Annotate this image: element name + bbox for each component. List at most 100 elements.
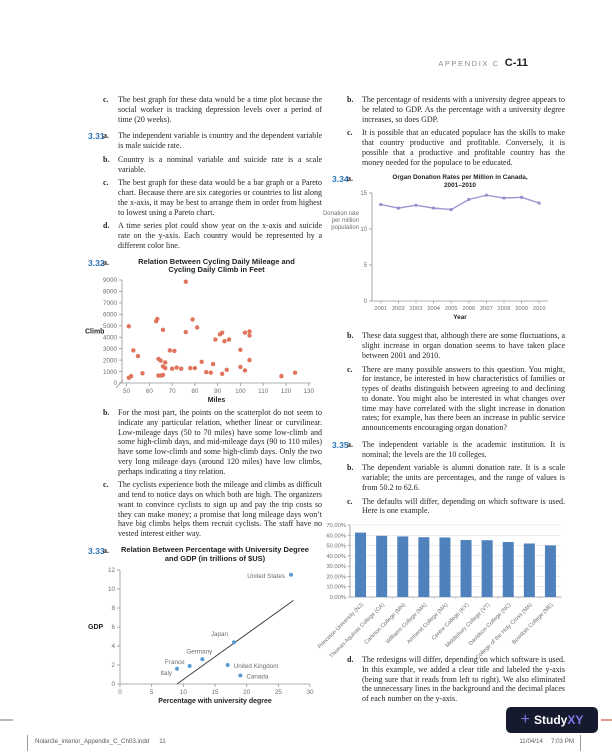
answer-item: c. The best graph for these data would be… [103,178,322,217]
right-column: b. The percentage of residents with a uni… [317,95,565,711]
svg-text:Carleton College (MN): Carleton College (MN) [364,602,408,646]
item-text: The independent variable is country and … [118,131,322,150]
answer-item: b. Country is a nominal variable and suic… [103,155,322,175]
svg-text:2: 2 [111,662,115,669]
answer-item: a. The independent variable is the academ… [347,440,565,460]
answer-item: a. The independent variable is country an… [103,131,322,151]
svg-text:5: 5 [150,689,154,696]
svg-text:2009: 2009 [515,306,528,312]
item-text: The cyclists experience both the mileage… [118,480,322,539]
svg-text:Percentage with university deg: Percentage with university degree [158,698,272,705]
svg-text:10: 10 [180,689,188,696]
svg-text:Japan: Japan [211,631,229,638]
svg-text:30.00%: 30.00% [326,564,346,570]
svg-text:Williams College (MA): Williams College (MA) [385,602,428,645]
footer-folio: 11 [159,738,166,745]
item-letter: c. [103,178,109,188]
donation-rate-bar-chart: 0.00% 10.00% 20.00% 30.00% 40.00% 50.00% 60.00… [317,523,562,661]
answer-item: d. A time series plot could show year on … [103,221,322,250]
answer-item-chart: a. Organ Donation Rates per Million in C… [323,174,565,327]
svg-text:4000: 4000 [103,335,118,342]
svg-text:Canada: Canada [246,673,269,680]
item-text: The best graph for these data would be a… [118,95,322,124]
item-letter: c. [103,480,109,490]
svg-text:15: 15 [211,689,219,696]
svg-text:50: 50 [123,388,131,395]
problem-3-32: 3.32 a. Relation Between Cycling Daily M… [85,256,322,539]
svg-text:3000: 3000 [103,346,118,353]
svg-text:6000: 6000 [103,312,118,319]
svg-text:70: 70 [169,388,177,395]
item-letter: c. [347,364,353,374]
organ-donation-line-chart: 0 5 10 15 2001 2002 2003 2004 2005 2006 2007 2008 20… [323,192,548,321]
svg-text:Bowdoin College (ME): Bowdoin College (ME) [511,602,555,646]
svg-text:80: 80 [191,388,199,395]
svg-text:50.00%: 50.00% [326,544,346,550]
item-text: The independent variable is the academic… [362,439,565,459]
svg-text:Centre College (KY): Centre College (KY) [431,602,471,642]
problem-number: 3.34 [332,174,349,185]
svg-text:0: 0 [113,380,117,387]
answer-item: c. The defaults will differ, depending on… [347,497,565,517]
svg-text:United States: United States [247,572,285,579]
item-text: The percentage of residents with a unive… [362,95,565,124]
svg-text:130: 130 [303,388,314,395]
svg-text:15: 15 [360,192,367,198]
gdp-scatter-chart-block: Relation Between Percentage with Univers… [88,545,322,712]
svg-text:2002: 2002 [392,306,405,312]
svg-text:1000: 1000 [103,369,118,376]
svg-text:United Kingdom: United Kingdom [234,663,279,670]
gdp-scatter-chart: 0 2 4 6 8 10 12 0 5 10 15 20 25 30 GDP Percentage with … [88,567,314,705]
svg-text:Climb: Climb [85,329,104,336]
svg-text:60.00%: 60.00% [326,533,346,539]
svg-text:30: 30 [306,689,314,696]
answer-item: b. The percentage of residents with a uni… [347,95,565,124]
item-text: The dependent variable is alumni donatio… [362,463,565,492]
item-letter: c. [347,128,353,138]
svg-text:20: 20 [243,689,251,696]
svg-text:25: 25 [275,689,283,696]
item-text: For the most part, the points on the sca… [118,408,322,476]
svg-text:Year: Year [453,314,467,321]
svg-text:0: 0 [364,300,368,306]
item-letter: d. [347,655,354,665]
crop-mark-right [601,719,612,721]
svg-text:12: 12 [108,567,116,574]
intro-continuation: c. The best graph for these data would b… [88,95,322,124]
svg-text:5000: 5000 [103,323,118,330]
svg-text:France: France [165,659,185,666]
svg-text:2010: 2010 [533,306,546,312]
svg-text:8: 8 [111,605,115,612]
svg-text:8000: 8000 [103,289,118,296]
svg-text:2004: 2004 [427,306,441,312]
svg-text:10.00%: 10.00% [326,585,346,591]
item-text: There are many possible answers to this … [362,364,565,433]
svg-text:6: 6 [111,624,115,631]
plus-icon: + [520,711,530,728]
svg-text:100: 100 [235,388,246,395]
studyxy-badge: + Study XY [506,707,598,733]
svg-text:Amherst College (MA): Amherst College (MA) [406,602,449,645]
problem-number: 3.35 [332,439,349,450]
svg-text:2003: 2003 [410,306,423,312]
svg-text:90: 90 [214,388,222,395]
item-text: These data suggest that, although there … [362,331,565,360]
item-letter: c. [347,496,353,506]
svg-text:GDP: GDP [88,624,104,631]
footer-rule-right [580,735,581,751]
item-letter: b. [347,95,354,104]
svg-text:60: 60 [146,388,154,395]
item-text: The redesigns will differ, depending on … [362,655,565,704]
svg-text:0.00%: 0.00% [330,595,346,601]
svg-text:0: 0 [111,681,115,688]
svg-text:40.00%: 40.00% [326,554,346,560]
item-letter: a. [103,545,109,555]
footer-filename: Nolan3e_interior_Appendix_C_Ch03.indd 11 [35,738,166,745]
svg-text:10: 10 [108,586,116,593]
item-letter: c. [103,95,109,104]
svg-text:70.00%: 70.00% [326,523,346,529]
chart-title: Relation Between Cycling Daily Mileage a… [138,256,295,275]
svg-text:0: 0 [118,689,122,696]
problem-number: 3.32 [88,257,105,268]
item-text: The defaults will differ, depending on w… [362,496,565,516]
